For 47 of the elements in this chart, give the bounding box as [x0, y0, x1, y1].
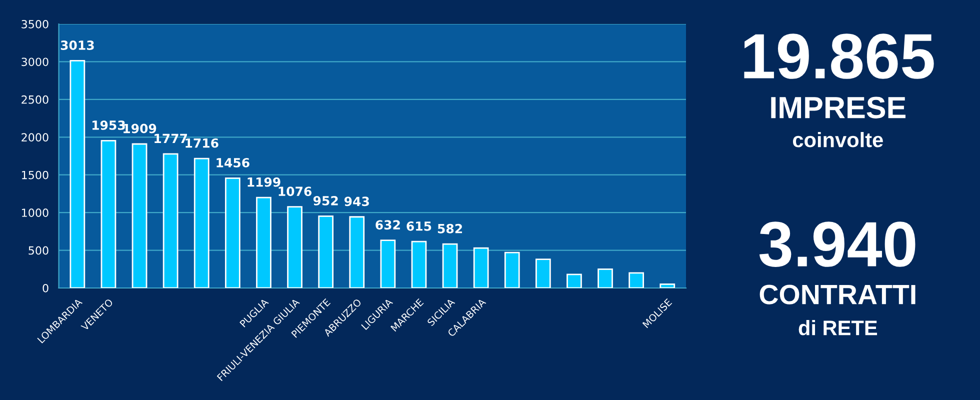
- bar: [287, 206, 302, 288]
- data-label: 582: [438, 224, 462, 234]
- text: IMPRESE: [771, 96, 906, 118]
- bar: [660, 284, 676, 288]
- y-tick-label: 3000: [22, 58, 48, 66]
- bar: [628, 272, 644, 288]
- data-label: 1456: [216, 158, 250, 168]
- text: 3.940: [759, 222, 916, 268]
- y-tick-label: 1000: [22, 208, 48, 217]
- bar: [162, 153, 178, 288]
- bar: [194, 158, 210, 288]
- data-label: 943: [344, 196, 369, 206]
- data-label: 3013: [60, 40, 94, 50]
- y-tick-label: 500: [28, 246, 48, 255]
- data-label: 632: [376, 220, 400, 230]
- bar: [132, 143, 148, 288]
- data-label: 1716: [186, 138, 218, 148]
- bar: [411, 240, 427, 288]
- bar: [566, 274, 582, 288]
- y-tick-label: 3500: [22, 20, 48, 28]
- data-label: 952: [313, 196, 338, 206]
- y-tick-label: 1500: [22, 170, 48, 180]
- bar: [473, 247, 489, 288]
- bar: [224, 177, 240, 288]
- y-tick-label: 0: [42, 284, 48, 292]
- bar: [70, 60, 86, 288]
- y-tick-label: 2000: [22, 133, 48, 142]
- bar: [598, 268, 613, 288]
- bar: [349, 216, 365, 288]
- bar: [380, 240, 396, 288]
- bar: [535, 258, 551, 288]
- bar: [256, 196, 272, 288]
- data-label: 1909: [124, 124, 156, 134]
- y-tick-label: 2500: [22, 95, 48, 104]
- data-label: 1076: [278, 186, 312, 196]
- bar: [100, 140, 116, 288]
- text: di RETE: [798, 320, 878, 336]
- text: 19.865: [744, 34, 934, 79]
- bar: [442, 243, 458, 288]
- text: coinvolte: [792, 132, 883, 148]
- data-label: 615: [406, 221, 432, 231]
- text: CONTRATTI: [760, 284, 916, 304]
- bar: [318, 215, 334, 288]
- data-label: 1777: [154, 134, 187, 144]
- data-label: 1199: [248, 177, 280, 187]
- data-label: 1953: [92, 120, 125, 130]
- bar: [504, 252, 520, 288]
